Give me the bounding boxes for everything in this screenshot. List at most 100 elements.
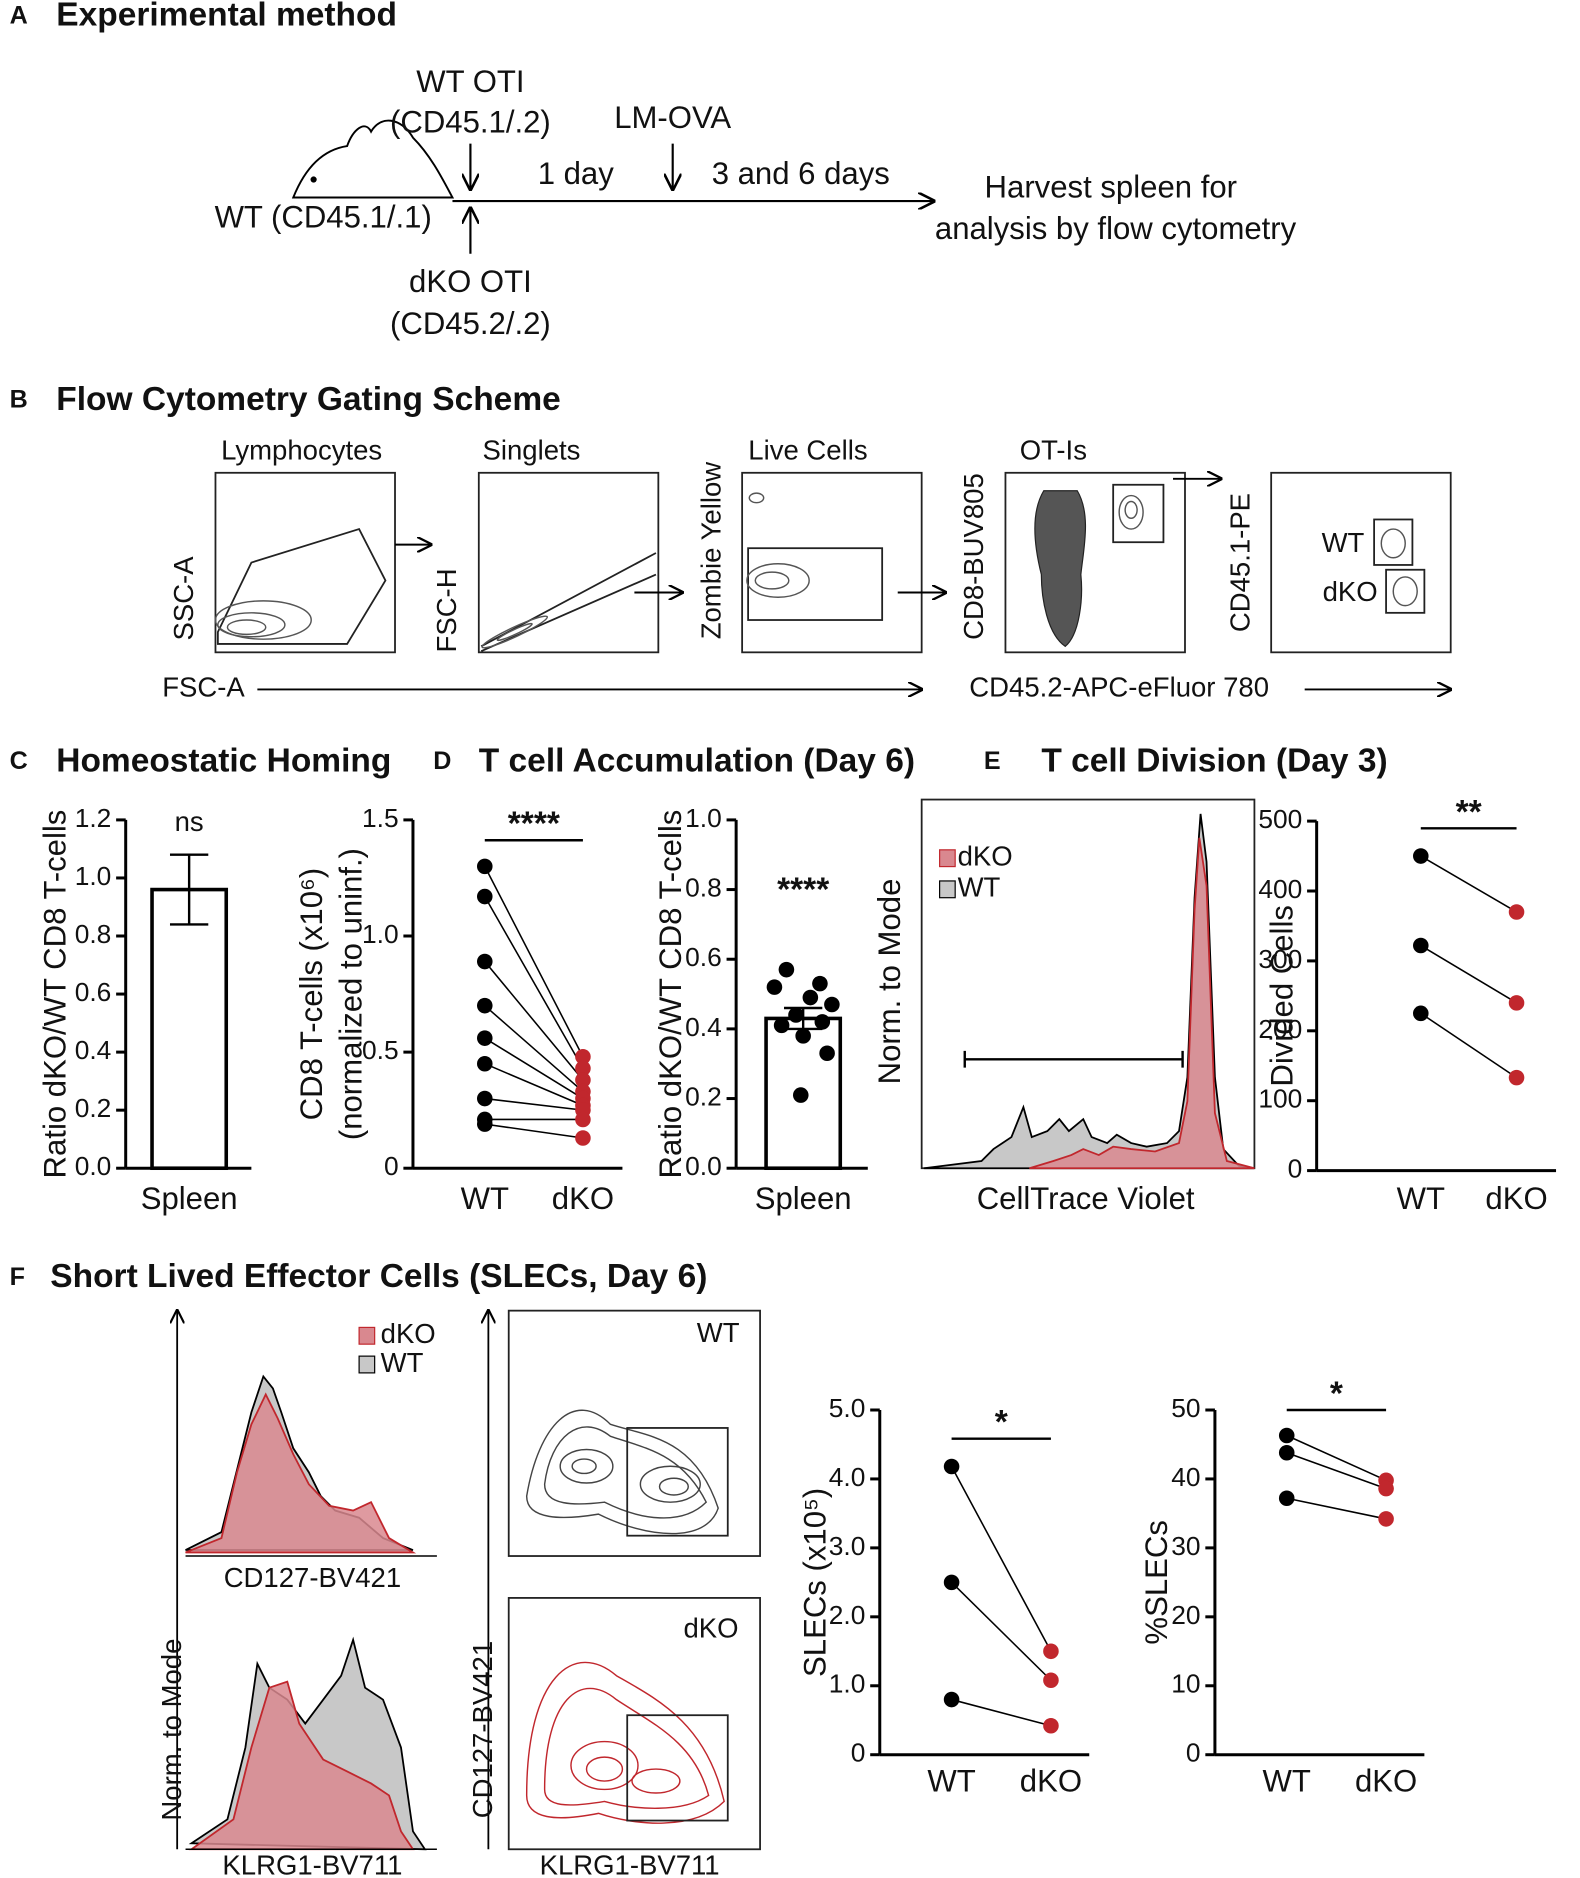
point: [943, 1458, 960, 1475]
pair-line: [484, 1123, 584, 1139]
y-tick-label: 4.0: [829, 1462, 866, 1492]
y-axis-label: Ratio dKO/WT CD8 T-cells: [653, 810, 688, 1179]
pair-line: [1286, 1497, 1387, 1520]
point: [1508, 1069, 1525, 1086]
point: [814, 1014, 831, 1030]
point: [477, 1116, 493, 1132]
gate-title: Lymphocytes: [221, 435, 382, 466]
pair-line: [484, 1037, 584, 1100]
plot-label: WT: [697, 1317, 740, 1348]
gate-title: OT-Is: [1020, 435, 1087, 466]
point: [477, 1090, 493, 1107]
y-tick-label: 20: [1171, 1600, 1200, 1630]
label: analysis by flow cytometry: [935, 211, 1297, 246]
point: [1508, 904, 1525, 920]
label: 3 and 6 days: [712, 156, 890, 191]
label: (CD45.2/.2): [390, 306, 551, 341]
x-tick-label: dKO: [1020, 1764, 1082, 1799]
x-tick-label: dKO: [1485, 1181, 1547, 1216]
point: [802, 989, 819, 1006]
point: [477, 1055, 493, 1072]
annotation: *: [995, 1404, 1008, 1441]
y-tick-label: 0: [851, 1738, 866, 1768]
x-tick-label: WT: [1397, 1181, 1445, 1216]
x-tick-label: dKO: [552, 1181, 614, 1216]
y-tick-label: 30: [1171, 1531, 1200, 1561]
y-tick-label: 1.0: [829, 1669, 866, 1699]
y-tick-label: 0.2: [75, 1093, 112, 1123]
flow-plots: [214, 473, 1450, 690]
point: [477, 1030, 493, 1046]
y-tick-label: 40: [1171, 1462, 1200, 1492]
pair-line: [1420, 1012, 1517, 1079]
point: [575, 1060, 591, 1077]
y-tick-label: 0: [384, 1151, 399, 1181]
y-tick-label: 0.0: [685, 1151, 722, 1181]
point: [1278, 1427, 1295, 1444]
y-axis-label: %SLECs: [1139, 1520, 1174, 1644]
mouse-icon: [291, 119, 455, 199]
axis-label: KLRG1-BV711: [222, 1849, 402, 1878]
point: [943, 1574, 960, 1591]
pair-line: [1286, 1452, 1387, 1490]
y-tick-label: 0.4: [75, 1035, 112, 1065]
panel-title: Flow Cytometry Gating Scheme: [56, 381, 560, 418]
point: [1413, 1005, 1429, 1022]
y-tick-label: 300: [1258, 944, 1302, 974]
label: 1 day: [538, 156, 615, 191]
point: [819, 1045, 835, 1062]
pair-line: [484, 896, 584, 1069]
point: [778, 961, 795, 978]
panel-letter: D: [433, 747, 451, 775]
pair-line: [951, 1581, 1052, 1681]
y-axis-label: Ratio dKO/WT CD8 T-cells: [38, 810, 73, 1179]
point: [795, 1028, 811, 1044]
axis-label: CD127-BV421: [467, 1641, 498, 1818]
f-histograms: [177, 1311, 761, 1851]
y-tick-label: 500: [1258, 804, 1302, 834]
point: [1278, 1490, 1295, 1507]
point: [477, 888, 493, 905]
point: [792, 1087, 809, 1103]
y-tick-label: 0.4: [685, 1012, 722, 1042]
x-tick-label: WT: [461, 1181, 509, 1216]
label: WT OTI: [416, 64, 524, 99]
axis-label: CD127-BV421: [224, 1562, 401, 1593]
point: [477, 858, 493, 875]
label: Harvest spleen for: [985, 169, 1237, 204]
error-bar: [169, 853, 209, 926]
pair-line: [1420, 855, 1517, 913]
panel-letter: C: [10, 747, 28, 775]
y-axis-label: CD8 T-cells (x10⁶): [294, 868, 329, 1121]
gate-title: Live Cells: [748, 435, 867, 466]
y-tick-label: 3.0: [829, 1531, 866, 1561]
y-tick-label: 400: [1258, 874, 1302, 904]
point: [575, 1111, 591, 1128]
point: [1043, 1672, 1059, 1689]
panel-title: T cell Accumulation (Day 6): [479, 742, 915, 779]
point: [773, 1017, 790, 1034]
y-tick-label: 0.0: [75, 1151, 112, 1181]
point: [824, 996, 840, 1013]
timeline: [452, 143, 933, 254]
legend-label: dKO: [381, 1318, 436, 1349]
point: [812, 975, 828, 992]
point: [1043, 1643, 1059, 1660]
label: WT (CD45.1/.1): [215, 199, 432, 234]
x-tick-label: Spleen: [755, 1181, 852, 1216]
y-tick-label: 1.0: [75, 861, 112, 891]
axis-label: SSC-A: [168, 556, 199, 641]
plot-label: dKO: [683, 1612, 738, 1643]
point: [943, 1691, 960, 1708]
y-tick-label: 50: [1171, 1393, 1200, 1423]
axis-label: Norm. to Mode: [156, 1639, 187, 1821]
label: LM-OVA: [614, 100, 731, 135]
axis-label: FSC-A: [162, 672, 245, 703]
gate-label: dKO: [1323, 576, 1378, 607]
pair-line: [484, 865, 584, 1058]
panel-title: Short Lived Effector Cells (SLECs, Day 6…: [50, 1258, 707, 1295]
y-axis-label: (normalized to uninf.): [333, 848, 368, 1140]
point: [575, 1072, 591, 1088]
y-tick-label: 1.0: [362, 919, 399, 949]
